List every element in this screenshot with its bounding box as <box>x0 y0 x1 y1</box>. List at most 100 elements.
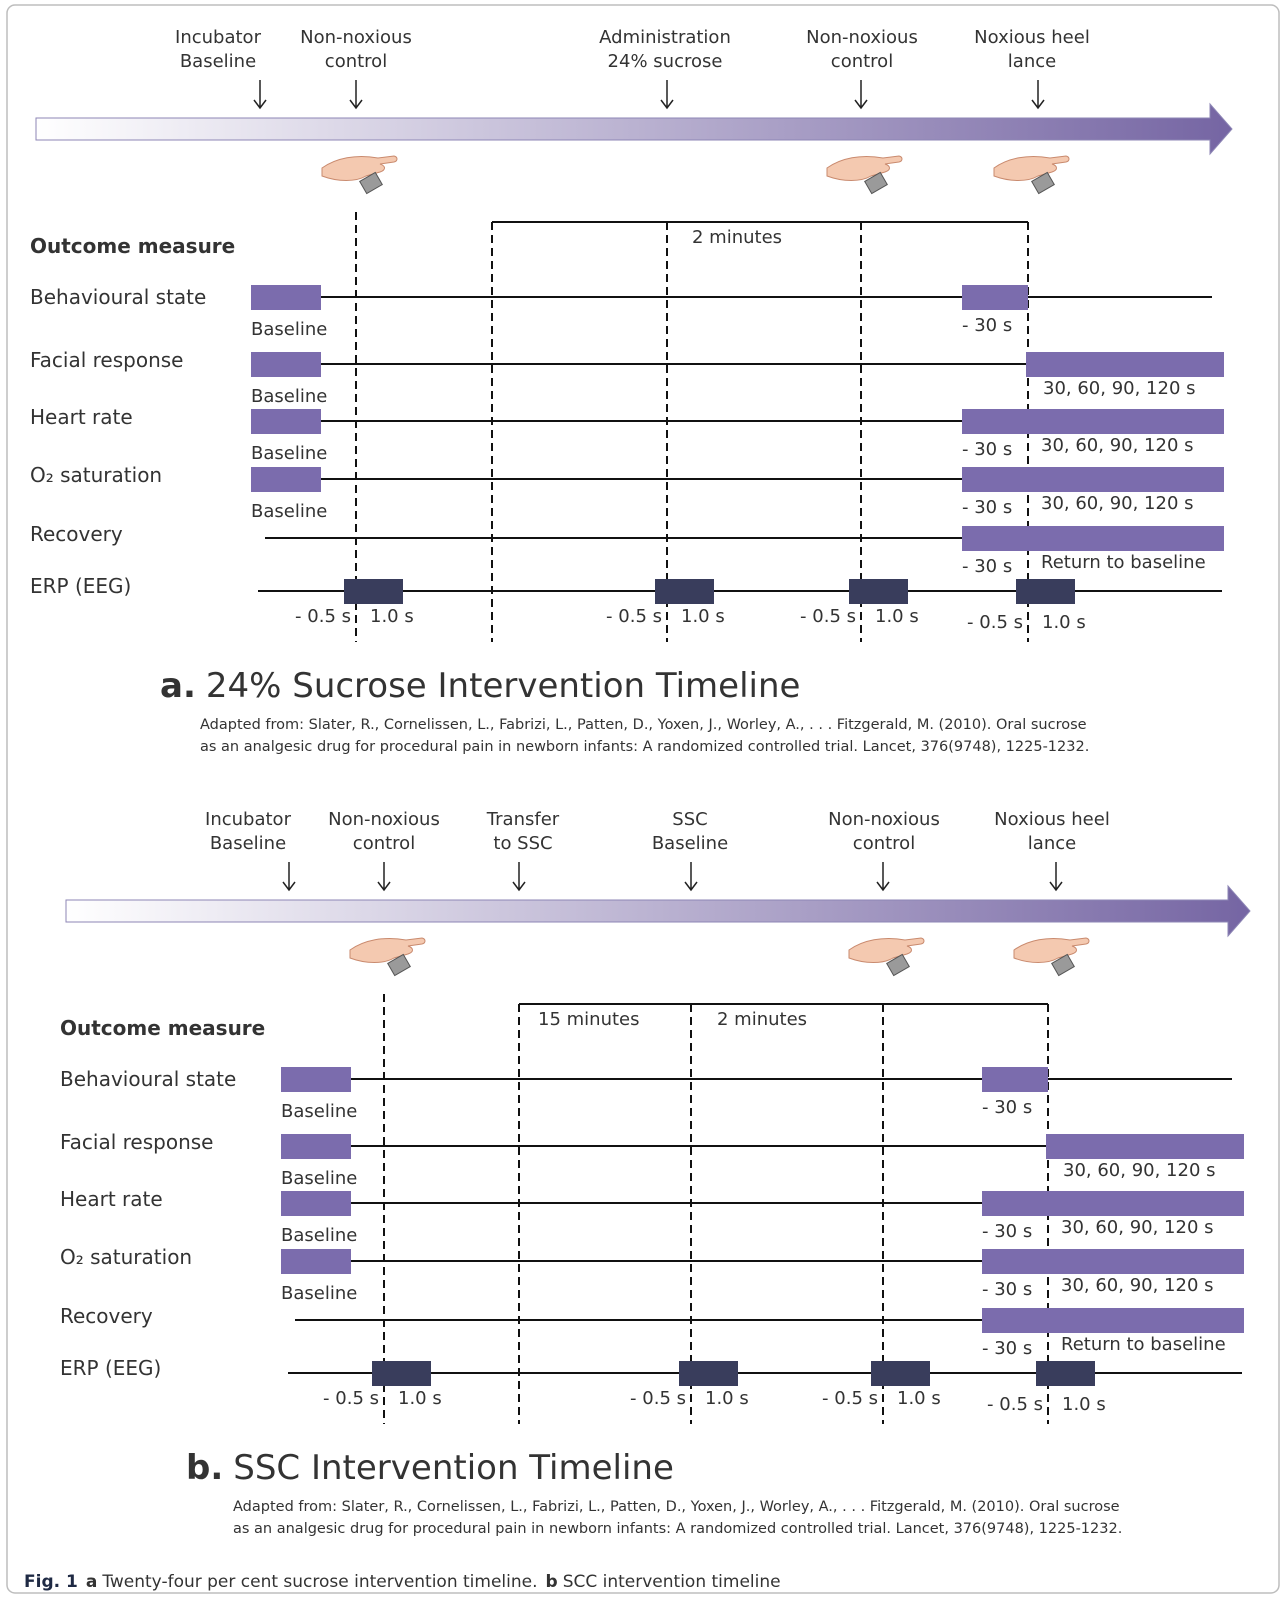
hand <box>350 938 425 963</box>
erp-pre-label: - 0.5 s <box>323 1388 379 1409</box>
caption-letter: b <box>546 1572 558 1592</box>
row-label: Facial response <box>60 1130 214 1154</box>
hand-icon <box>849 938 924 976</box>
event-label: lance <box>1008 51 1056 72</box>
event-label: control <box>831 51 893 72</box>
post-label: 30, 60, 90, 120 s <box>1061 1217 1214 1238</box>
citation: as an analgesic drug for procedural pain… <box>233 1521 1122 1537</box>
event-arrow <box>855 80 867 108</box>
response-bar <box>982 1249 1244 1274</box>
response-bar <box>962 285 1028 310</box>
pre-label: - 30 s <box>982 1338 1032 1359</box>
caption-letter: a <box>86 1572 97 1592</box>
timeline-arrow <box>36 104 1232 154</box>
pre-label: - 30 s <box>962 556 1012 577</box>
post-label: Return to baseline <box>1041 552 1206 573</box>
event-arrow <box>877 862 889 890</box>
baseline-label: Baseline <box>251 386 327 407</box>
event-label: Transfer <box>486 809 560 830</box>
event-label: Noxious heel <box>974 27 1090 48</box>
event-label: 24% sucrose <box>608 51 723 72</box>
event-label: Baseline <box>180 51 256 72</box>
event-arrow <box>378 862 390 890</box>
erp-block <box>1036 1361 1095 1386</box>
event-arrow <box>254 80 266 108</box>
response-bar <box>962 526 1224 551</box>
row-label: Heart rate <box>60 1187 163 1211</box>
row-label: Recovery <box>30 522 123 546</box>
interval-label: 15 minutes <box>538 1009 640 1030</box>
post-label: 30, 60, 90, 120 s <box>1041 435 1194 456</box>
baseline-bar <box>251 285 321 310</box>
row-label: ERP (EEG) <box>30 574 131 598</box>
figure-caption: Fig. 1aTwenty-four per cent sucrose inte… <box>24 1572 781 1592</box>
response-bar <box>982 1191 1244 1216</box>
response-bar <box>1046 1134 1244 1159</box>
event-arrow <box>513 862 525 890</box>
row-label: O₂ saturation <box>30 463 162 487</box>
erp-block <box>679 1361 738 1386</box>
response-bar <box>982 1067 1048 1092</box>
hand-icon <box>994 156 1069 194</box>
post-label: 30, 60, 90, 120 s <box>1041 493 1194 514</box>
row-label: Recovery <box>60 1304 153 1328</box>
baseline-bar <box>251 467 321 492</box>
event-label: control <box>325 51 387 72</box>
outcome-header: Outcome measure <box>60 1016 265 1040</box>
panel-title-text: SSC Intervention Timeline <box>233 1448 674 1488</box>
erp-pre-label: - 0.5 s <box>800 606 856 627</box>
erp-pre-label: - 0.5 s <box>295 606 351 627</box>
event-label: Non-noxious <box>828 809 940 830</box>
interval-label: 2 minutes <box>692 227 782 248</box>
event-label: Non-noxious <box>300 27 412 48</box>
event-label: to SSC <box>493 833 552 854</box>
hand-icon <box>827 156 902 194</box>
citation: Adapted from: Slater, R., Cornelissen, L… <box>233 1499 1120 1515</box>
row-label: Heart rate <box>30 405 133 429</box>
post-label: Return to baseline <box>1061 1334 1226 1355</box>
erp-post-label: 1.0 s <box>1062 1394 1106 1415</box>
pre-label: - 30 s <box>982 1279 1032 1300</box>
figure: Incubator Baseline Non-noxious control Admin… <box>0 0 1287 1598</box>
erp-post-label: 1.0 s <box>705 1388 749 1409</box>
hand <box>994 156 1069 181</box>
hand-icon <box>1014 938 1089 976</box>
event-arrow <box>350 80 362 108</box>
pre-label: - 30 s <box>962 315 1012 336</box>
erp-block <box>871 1361 930 1386</box>
erp-pre-label: - 0.5 s <box>606 606 662 627</box>
event-label: control <box>853 833 915 854</box>
baseline-label: Baseline <box>251 319 327 340</box>
hand <box>322 156 397 181</box>
hand-icon <box>350 938 425 976</box>
baseline-label: Baseline <box>281 1225 357 1246</box>
panel-title: a.24% Sucrose Intervention Timeline <box>160 666 800 706</box>
erp-block <box>344 579 403 604</box>
event-label: Noxious heel <box>994 809 1110 830</box>
response-bar <box>962 409 1224 434</box>
event-label: Baseline <box>652 833 728 854</box>
event-arrow <box>661 80 673 108</box>
event-label: Incubator <box>205 809 292 830</box>
event-label: SSC <box>672 809 707 830</box>
response-bar <box>962 467 1224 492</box>
event-label: lance <box>1028 833 1076 854</box>
event-label: Incubator <box>175 27 262 48</box>
event-label: Non-noxious <box>328 809 440 830</box>
response-bar <box>982 1308 1244 1333</box>
caption-text: Twenty-four per cent sucrose interventio… <box>101 1572 537 1592</box>
panel: Incubator Baseline Non-noxious control Admin… <box>30 27 1232 755</box>
erp-post-label: 1.0 s <box>370 606 414 627</box>
panel-letter: a. <box>160 666 196 706</box>
baseline-label: Baseline <box>251 501 327 522</box>
caption-text: SCC intervention timeline <box>563 1572 781 1592</box>
event-label: Administration <box>599 27 731 48</box>
timeline-arrow <box>66 886 1250 936</box>
baseline-label: Baseline <box>281 1283 357 1304</box>
erp-post-label: 1.0 s <box>875 606 919 627</box>
panel-title-text: 24% Sucrose Intervention Timeline <box>206 666 801 706</box>
row-label: Facial response <box>30 348 184 372</box>
row-label: O₂ saturation <box>60 1245 192 1269</box>
hand <box>849 938 924 963</box>
pre-label: - 30 s <box>982 1097 1032 1118</box>
